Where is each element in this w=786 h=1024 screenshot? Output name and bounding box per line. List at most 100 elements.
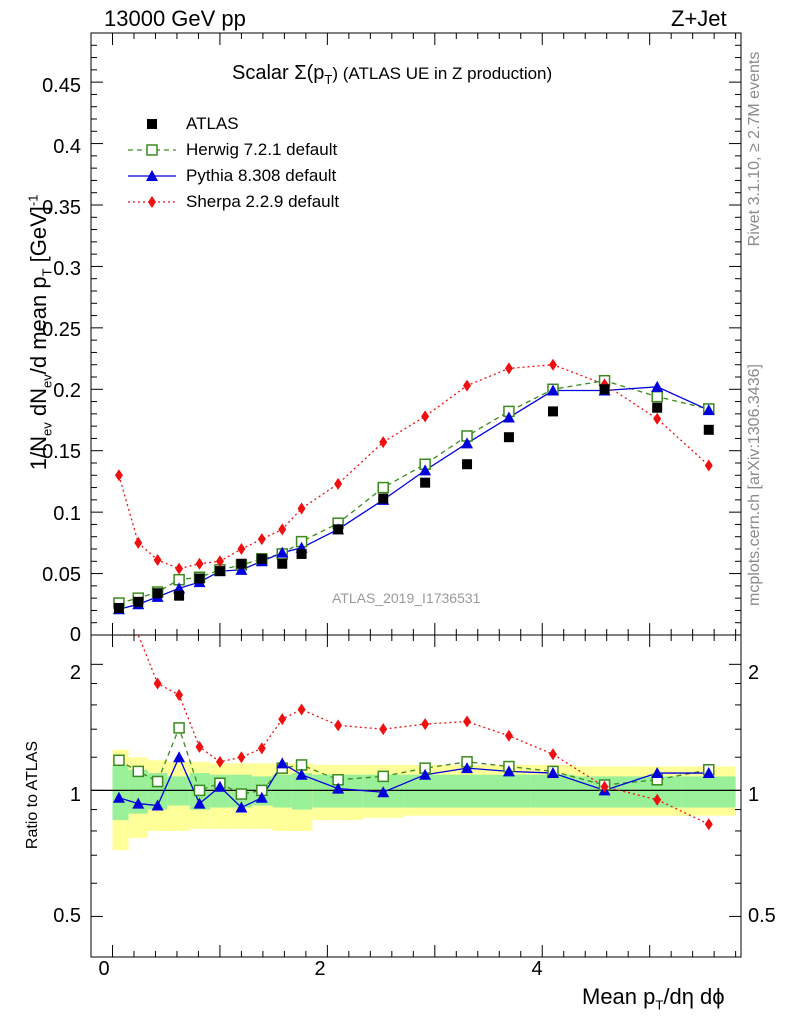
- ratio-point-pythia: [651, 767, 664, 779]
- data-point-atlas: [152, 588, 163, 599]
- ratio-point-pythia: [332, 782, 345, 794]
- ratio-point-herwig: [377, 770, 389, 783]
- ratio-point-sherpa: [653, 793, 662, 806]
- data-point-sherpa: [421, 410, 430, 423]
- data-point-herwig: [651, 390, 663, 403]
- data-point-atlas: [113, 602, 124, 613]
- ratio-point-pythia: [276, 757, 289, 769]
- process-label: Z+Jet: [671, 6, 727, 31]
- ratio-point-sherpa: [215, 755, 224, 768]
- ratio-point-sherpa: [704, 818, 713, 831]
- ratio-point-herwig: [193, 784, 206, 797]
- data-markers: [112, 358, 715, 831]
- legend-marker-atlas: [147, 119, 157, 129]
- x-tick-label: 0: [98, 958, 110, 980]
- ratio-point-pythia: [546, 767, 559, 779]
- plot-title: Scalar Σ(pT) (ATLAS UE in Z production): [232, 62, 552, 87]
- data-point-sherpa: [278, 523, 287, 536]
- data-point-pythia: [546, 384, 559, 396]
- legend-label-atlas: ATLAS: [186, 114, 239, 133]
- data-point-herwig: [377, 481, 389, 494]
- data-point-sherpa: [379, 436, 388, 449]
- stat-band-bin: [445, 774, 489, 808]
- ratio-point-pythia: [112, 791, 125, 803]
- data-point-pythia: [173, 582, 186, 594]
- y-tick-label-ratio-right: 1: [748, 784, 760, 806]
- y-tick-label-ratio-right: 2: [748, 662, 760, 684]
- data-point-atlas: [194, 573, 205, 584]
- data-point-sherpa: [653, 412, 662, 425]
- data-point-pythia: [419, 464, 432, 476]
- data-point-pythia: [461, 437, 474, 449]
- data-point-atlas: [652, 402, 663, 413]
- axes-frame: [90, 32, 742, 958]
- y-tick-label-ratio-right: 0.5: [748, 905, 776, 927]
- ratio-point-sherpa: [379, 723, 388, 736]
- data-point-atlas: [703, 424, 714, 435]
- data-point-sherpa: [463, 379, 472, 392]
- plot-title-sub: T: [324, 72, 333, 87]
- data-point-sherpa: [153, 554, 162, 567]
- ratio-point-sherpa: [195, 740, 204, 753]
- data-point-sherpa: [215, 555, 224, 568]
- ratio-point-pythia: [461, 762, 474, 774]
- data-point-sherpa: [195, 557, 204, 570]
- data-point-sherpa: [257, 533, 266, 546]
- mcplots-url: mcplots.cern.ch [arXiv:1306.3436]: [746, 364, 763, 606]
- ratio-point-sherpa: [463, 715, 472, 728]
- data-point-atlas: [599, 384, 610, 395]
- ratio-point-pythia: [502, 765, 515, 777]
- data-point-sherpa: [175, 562, 184, 575]
- plot-title-main: Scalar Σ(p: [232, 62, 325, 84]
- series-line-herwig: [118, 380, 709, 604]
- y-tick-label-ratio: 2: [69, 662, 81, 684]
- legend-marker-herwig: [146, 144, 158, 156]
- legend-label-pythia: Pythia 8.308 default: [186, 166, 337, 185]
- ratio-point-sherpa: [278, 713, 287, 726]
- y-tick-label-top: 0: [69, 624, 81, 646]
- data-point-sherpa: [297, 502, 306, 515]
- data-point-atlas: [133, 596, 144, 607]
- data-point-sherpa: [548, 358, 557, 371]
- y-tick-label-top: 0.4: [53, 136, 81, 158]
- ratio-point-pythia: [255, 791, 268, 803]
- ratio-point-herwig: [113, 754, 125, 767]
- ratio-point-pythia: [193, 797, 206, 809]
- ratio-point-pythia: [702, 767, 715, 779]
- ratio-point-herwig: [151, 775, 164, 788]
- stat-band-bin: [272, 774, 292, 808]
- y-tick-label-ratio: 0.5: [53, 905, 81, 927]
- data-point-sherpa: [334, 477, 343, 490]
- data-point-atlas: [333, 524, 344, 535]
- ratio-point-herwig: [295, 759, 308, 771]
- data-point-sherpa: [504, 362, 513, 375]
- ratio-point-herwig: [173, 722, 185, 734]
- ratio-point-pythia: [151, 799, 164, 811]
- ratio-point-pythia: [377, 786, 390, 798]
- ratio-point-herwig: [235, 788, 248, 800]
- stat-band-bin: [112, 764, 129, 820]
- series-line-sherpa: [118, 364, 710, 570]
- stat-band-bin: [291, 773, 313, 810]
- data-point-atlas: [236, 558, 247, 569]
- ratio-point-sherpa: [504, 729, 513, 742]
- y-tick-label-top: 0.1: [53, 503, 81, 525]
- data-point-sherpa: [114, 469, 123, 482]
- ratio-point-sherpa: [548, 748, 557, 761]
- ratio-point-pythia: [132, 797, 145, 809]
- data-point-atlas: [296, 548, 307, 559]
- data-point-atlas: [174, 590, 185, 601]
- data-point-pythia: [276, 546, 289, 558]
- legend: [128, 119, 176, 208]
- ratio-point-sherpa: [237, 751, 246, 764]
- legend-marker-pythia: [146, 170, 158, 181]
- ratio-uncertainty-band: [91, 749, 741, 851]
- y-tick-label-top: 0.35: [42, 197, 81, 219]
- y-tick-label-top: 0.3: [53, 258, 81, 280]
- ratio-point-pythia: [235, 801, 248, 813]
- data-point-pythia: [651, 380, 664, 392]
- y-tick-label-top: 0.25: [42, 319, 81, 341]
- analysis-watermark: ATLAS_2019_I1736531: [332, 590, 481, 606]
- series-line-pythia: [118, 386, 710, 610]
